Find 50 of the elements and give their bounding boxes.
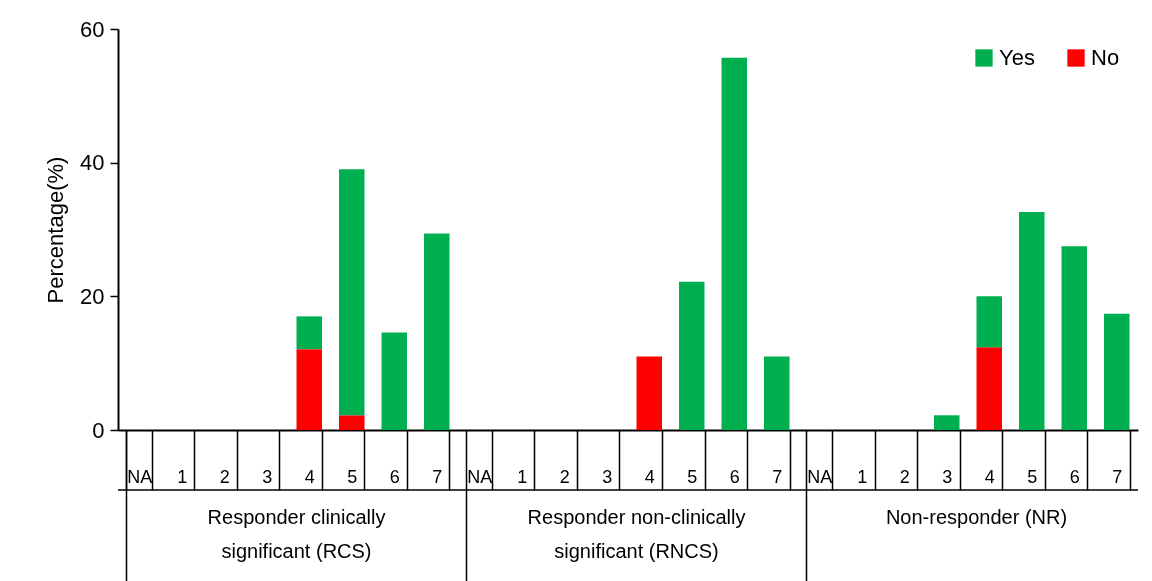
legend-label: Yes	[999, 45, 1035, 70]
bar	[339, 415, 365, 430]
x-tick-label: 5	[687, 466, 698, 487]
bar	[1019, 212, 1045, 430]
x-tick-label: NA	[127, 466, 153, 487]
x-tick-label: 2	[219, 466, 230, 487]
bar	[976, 347, 1002, 430]
x-tick-label: 1	[857, 466, 868, 487]
bar	[296, 349, 322, 430]
y-tick-label: 20	[80, 283, 105, 309]
bar	[976, 296, 1002, 348]
x-tick-label: 1	[177, 466, 188, 487]
y-tick-label: 60	[80, 16, 105, 42]
x-tick-label: 4	[644, 466, 655, 487]
x-tick-label: 3	[262, 466, 273, 487]
y-tick-label: 40	[80, 150, 105, 176]
legend-label: No	[1091, 45, 1120, 70]
y-axis-title: Percentage(%)	[43, 156, 69, 304]
x-tick-label: 7	[1112, 466, 1123, 487]
bar	[424, 233, 450, 430]
x-tick-label: 3	[942, 466, 953, 487]
x-tick-label: 2	[559, 466, 570, 487]
x-tick-label: 7	[432, 466, 443, 487]
bar	[764, 356, 790, 430]
text: Non-responder (NR)	[885, 506, 1068, 528]
bar	[934, 415, 960, 430]
x-tick-label: 5	[1027, 466, 1038, 487]
x-tick-label: 4	[984, 466, 995, 487]
bar	[339, 169, 365, 416]
x-tick-label: NA	[807, 466, 833, 487]
bar	[721, 57, 747, 430]
x-tick-label: 2	[899, 466, 910, 487]
bar	[636, 356, 662, 430]
bar	[1104, 313, 1130, 430]
bar	[1061, 246, 1087, 430]
x-tick-label: 3	[602, 466, 613, 487]
x-tick-label: 6	[389, 466, 400, 487]
x-tick-label: NA	[467, 466, 493, 487]
bar	[296, 316, 322, 350]
x-tick-label: 6	[1069, 466, 1080, 487]
x-tick-label: 7	[772, 466, 783, 487]
y-tick-label: 0	[92, 417, 105, 443]
x-tick-label: 1	[517, 466, 528, 487]
bar	[679, 281, 705, 430]
x-tick-label: 5	[347, 466, 358, 487]
bar	[381, 332, 407, 430]
text: Responder non-clinically significant (RNCS)	[527, 506, 746, 562]
text: Responder clinically significant (RCS)	[207, 506, 386, 562]
x-tick-label: 6	[729, 466, 740, 487]
x-tick-label: 4	[304, 466, 315, 487]
